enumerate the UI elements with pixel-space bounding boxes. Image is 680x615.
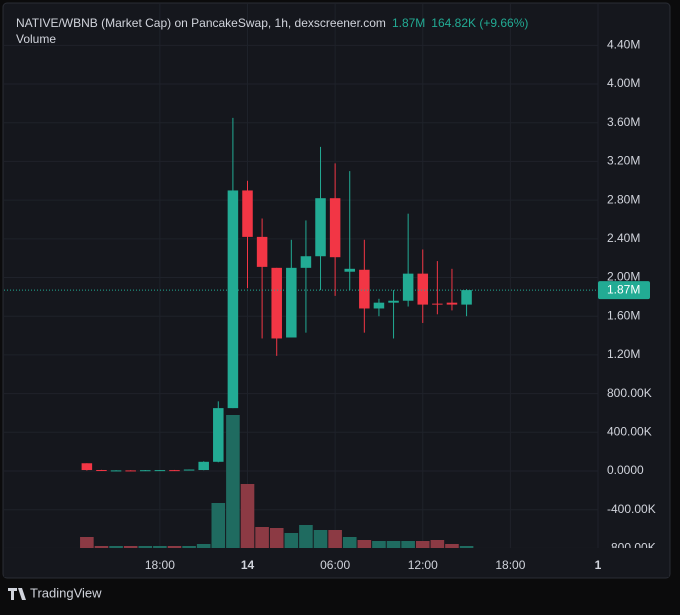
last-value: 1.87M	[392, 16, 425, 30]
candle-body	[125, 470, 136, 472]
candle-body	[271, 267, 282, 339]
candle-body	[154, 470, 166, 472]
volume-bar	[372, 541, 386, 548]
x-tick-label: 06:00	[320, 558, 350, 572]
candle-body	[198, 461, 209, 471]
y-tick-label: 2.80M	[607, 192, 640, 206]
volume-bar	[226, 415, 240, 548]
volume-bar	[138, 546, 153, 548]
candle-body	[213, 408, 224, 462]
volume-bar	[445, 544, 459, 548]
volume-bar	[415, 541, 430, 548]
candle-body	[110, 470, 122, 472]
volume-bar	[342, 537, 357, 548]
chart-title: NATIVE/WBNB (Market Cap) on PancakeSwap,…	[16, 16, 528, 30]
last-price-label: 1.87M	[607, 282, 640, 296]
candle-body	[183, 469, 195, 471]
volume-bar	[357, 540, 372, 548]
x-axis: 18:00 14 06:00 12:00 18:00 1	[145, 558, 602, 572]
candle-body	[315, 198, 326, 257]
candle-body	[461, 290, 472, 305]
brand-logo	[8, 588, 26, 600]
chart-panel	[2, 2, 671, 579]
volume-bar	[269, 528, 284, 548]
volume-bar	[430, 540, 445, 548]
plot-area: 4.40M 4.00M 3.60M 3.20M 2.80M 2.40M 2.00M 1.60M…	[4, 4, 656, 555]
candle-body	[256, 236, 268, 267]
volume-bar	[196, 544, 211, 548]
volume-label: Volume	[16, 32, 56, 46]
brand: TradingView	[8, 585, 102, 600]
y-tick-label: 4.40M	[607, 38, 640, 52]
volume-bar	[182, 546, 196, 548]
candle-body	[402, 273, 414, 301]
volume-bar	[328, 530, 342, 548]
volume-bar	[80, 537, 94, 548]
candle-body	[432, 303, 443, 305]
x-tick-label: 1	[595, 558, 602, 572]
x-tick-label: 18:00	[145, 558, 175, 572]
x-tick-label: 14	[241, 558, 255, 572]
candle-body	[300, 256, 312, 268]
candle-body	[417, 273, 429, 305]
candle-body	[446, 302, 458, 305]
volume-bar	[459, 546, 474, 548]
title-text: NATIVE/WBNB (Market Cap) on PancakeSwap,…	[16, 16, 386, 30]
volume-bar	[240, 484, 255, 548]
x-tick-label: 18:00	[495, 558, 525, 572]
volume-bar	[109, 546, 123, 548]
candle-body	[388, 300, 399, 303]
y-tick-label: 2.00M	[607, 270, 640, 284]
last-price-badge	[598, 281, 650, 300]
volume-bar	[313, 530, 328, 548]
volume-bar	[386, 541, 401, 548]
volume-bar	[94, 546, 109, 548]
y-tick-label: 400.00K	[607, 424, 652, 438]
volume-bar	[123, 546, 138, 548]
y-tick-label: 3.20M	[607, 154, 640, 168]
candle-body	[227, 190, 239, 409]
candle-body	[140, 470, 151, 472]
volume-bar	[284, 533, 299, 548]
candle-body	[169, 470, 180, 472]
candle-body	[359, 269, 370, 309]
volume-bar	[299, 525, 313, 548]
y-tick-label: 1.20M	[607, 347, 640, 361]
candle-body	[81, 463, 93, 471]
volume-bar	[401, 541, 415, 548]
candle-body	[329, 198, 341, 258]
candle-body	[286, 267, 297, 338]
change-value: 164.82K (+9.66%)	[431, 16, 528, 30]
candle-body	[96, 470, 107, 472]
y-tick-label: 0.0000	[607, 463, 644, 477]
volume-bar	[167, 546, 182, 548]
y-tick-label: 1.60M	[607, 308, 640, 322]
candle-body	[344, 268, 355, 272]
y-tick-label: -400.00K	[607, 502, 656, 516]
x-axis-strip	[4, 548, 669, 577]
volume-bar	[153, 546, 167, 548]
y-tick-label: 3.60M	[607, 115, 640, 129]
brand-text: TradingView	[30, 585, 102, 600]
x-tick-label: 12:00	[408, 558, 438, 572]
candle-body	[242, 190, 253, 237]
y-tick-label: 2.40M	[607, 231, 640, 245]
volume-bar	[211, 503, 226, 548]
y-tick-label: 800.00K	[607, 386, 652, 400]
volume-bar	[255, 527, 269, 548]
candle-body	[373, 302, 385, 309]
y-tick-label: 4.00M	[607, 76, 640, 90]
